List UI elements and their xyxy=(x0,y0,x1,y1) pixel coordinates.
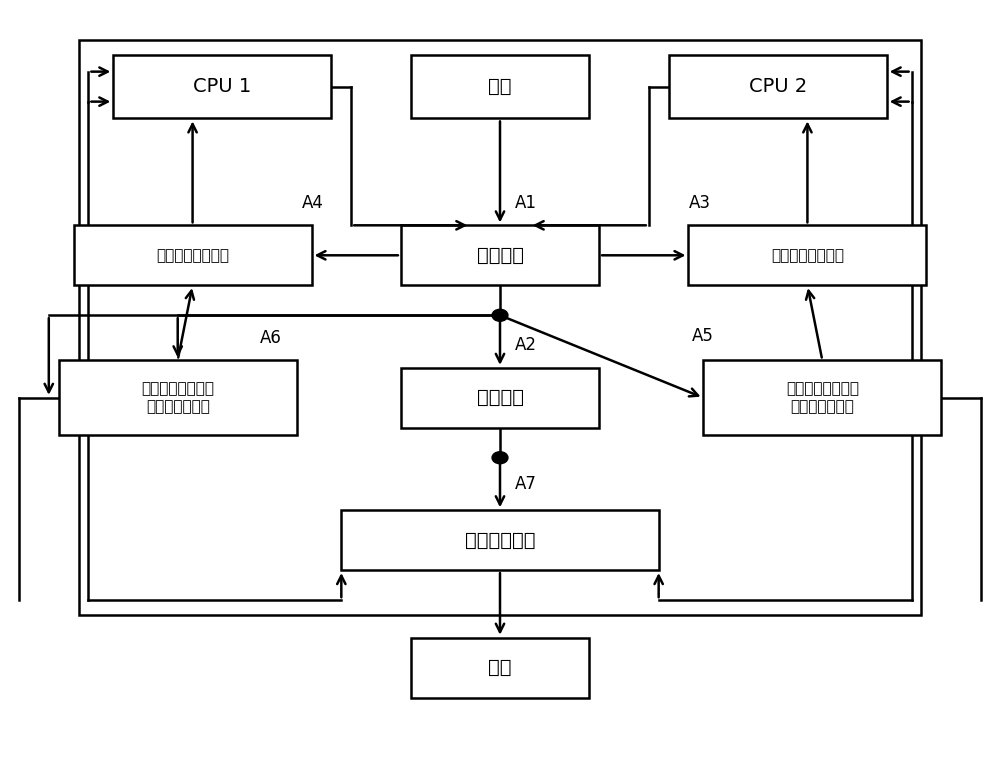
Text: A6: A6 xyxy=(260,329,282,346)
Text: CPU 2: CPU 2 xyxy=(749,77,807,96)
Text: 通道输出低电平电
压判断诊断电路: 通道输出低电平电 压判断诊断电路 xyxy=(786,381,859,414)
Text: A3: A3 xyxy=(688,194,710,211)
Text: A1: A1 xyxy=(515,194,537,211)
Text: CPU 1: CPU 1 xyxy=(193,77,251,96)
Text: 输出电路: 输出电路 xyxy=(477,246,524,265)
Bar xyxy=(59,360,297,435)
Text: 电源: 电源 xyxy=(488,77,512,96)
Text: A7: A7 xyxy=(515,475,537,493)
Bar xyxy=(401,368,599,428)
Text: 通道回读诊断电路: 通道回读诊断电路 xyxy=(771,248,844,263)
Text: A4: A4 xyxy=(302,194,324,211)
Bar xyxy=(669,55,887,118)
Circle shape xyxy=(492,309,508,321)
Text: 连线诊断电路: 连线诊断电路 xyxy=(465,531,535,550)
Bar xyxy=(79,39,921,615)
Bar xyxy=(703,360,941,435)
Text: 通道输出低电平电
压判断诊断电路: 通道输出低电平电 压判断诊断电路 xyxy=(141,381,214,414)
Bar xyxy=(688,225,926,285)
Bar xyxy=(341,510,659,570)
Text: A2: A2 xyxy=(515,337,537,354)
Text: 负载: 负载 xyxy=(488,658,512,677)
Text: 输出电路: 输出电路 xyxy=(477,388,524,407)
Bar xyxy=(411,55,589,118)
Bar xyxy=(401,225,599,285)
Bar xyxy=(113,55,331,118)
Text: A5: A5 xyxy=(691,327,713,345)
Circle shape xyxy=(492,452,508,464)
Bar xyxy=(411,637,589,697)
Text: 通道回读诊断电路: 通道回读诊断电路 xyxy=(156,248,229,263)
Bar xyxy=(74,225,312,285)
